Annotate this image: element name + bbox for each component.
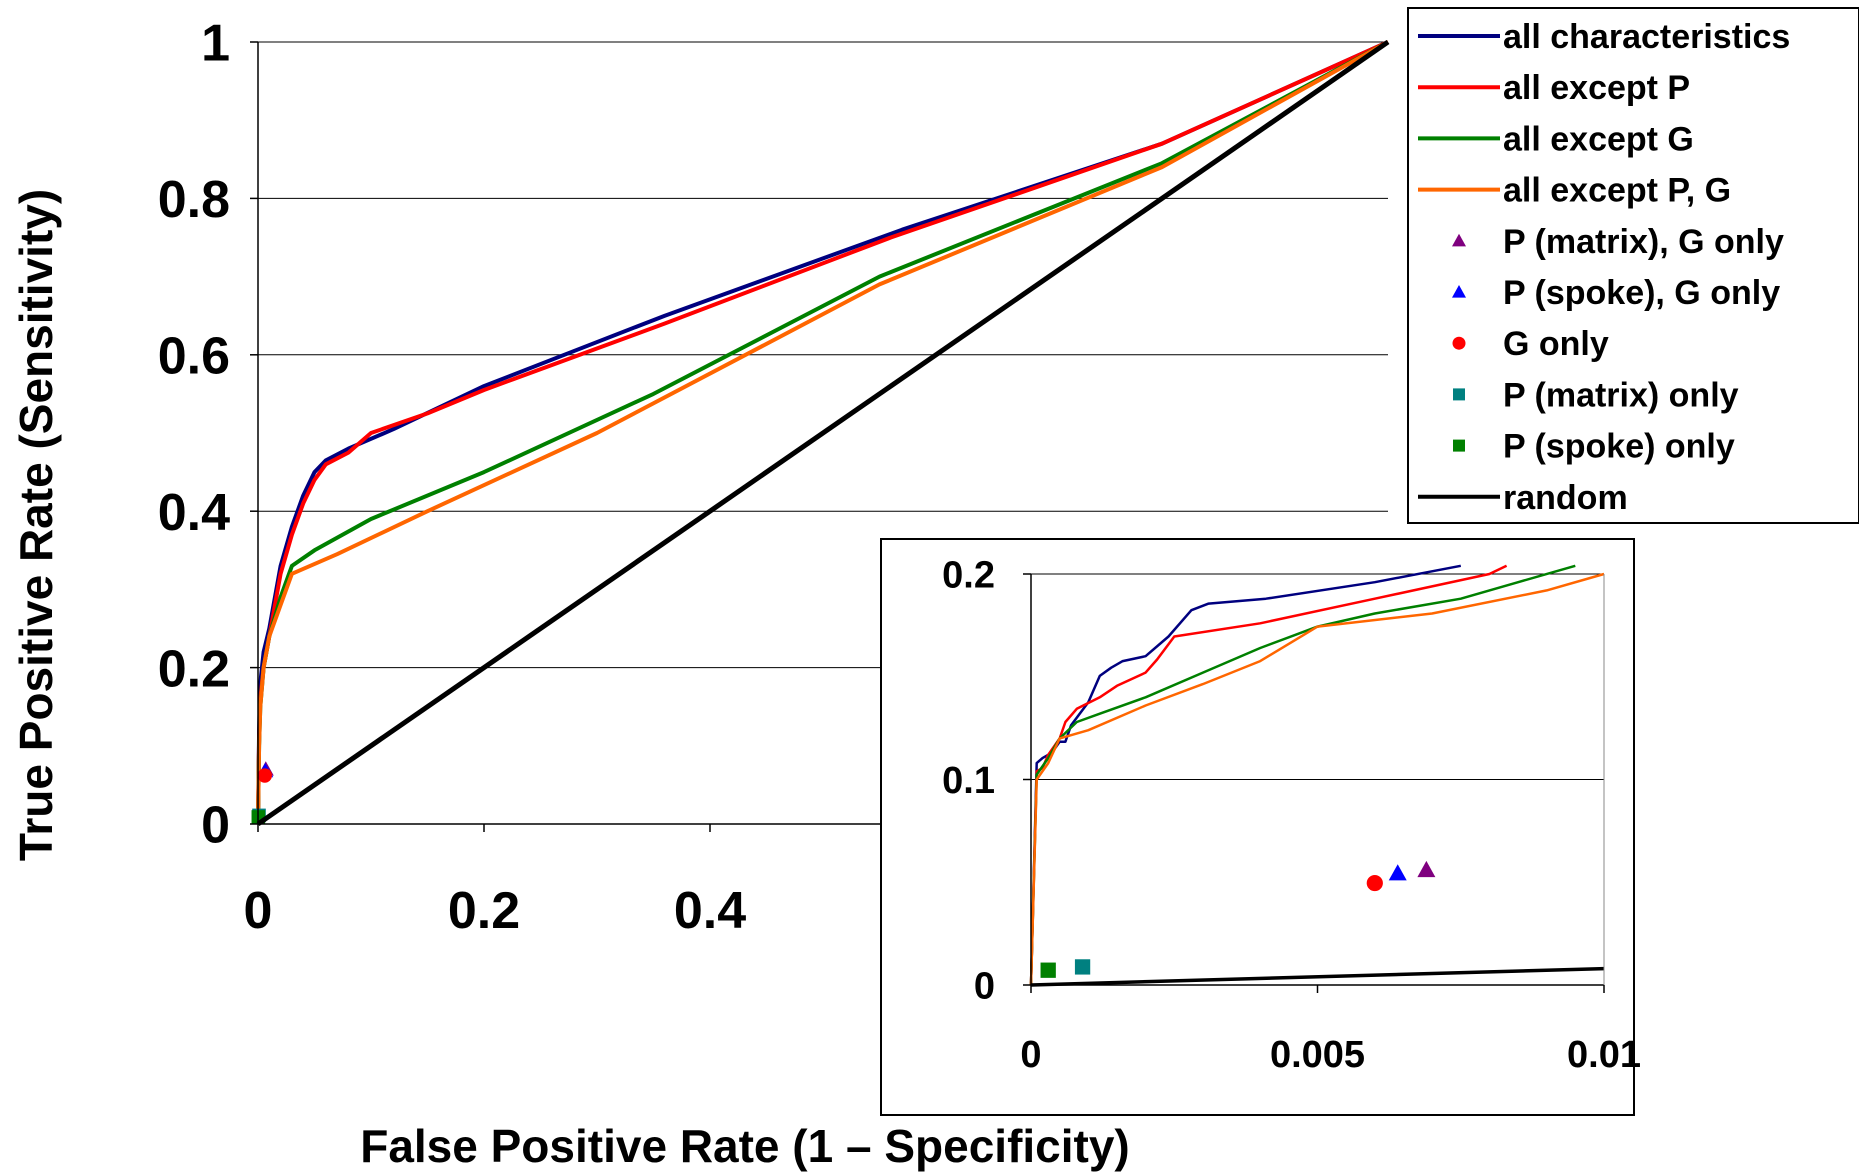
inset-series-p-spoke-only-marker-0	[1040, 962, 1056, 978]
legend-p-spoke-g-only-swatch	[1452, 285, 1466, 298]
main-x-tick-label-1: 0.2	[448, 882, 520, 940]
main-y-tick-label-3: 0.6	[158, 328, 230, 386]
inset-axes	[1023, 573, 1605, 993]
legend-random-label: random	[1503, 479, 1628, 517]
legend-p-spoke-g-only-label: P (spoke), G only	[1503, 274, 1780, 312]
x-axis-title: False Positive Rate (1 – Specificity)	[360, 1120, 1130, 1172]
inset-x-tick-label-1: 0.005	[1270, 1034, 1365, 1076]
main-x-tick-label-2: 0.4	[674, 882, 746, 940]
inset-series-all-except-g-line	[1029, 564, 1576, 986]
inset-frame	[880, 538, 1635, 1116]
legend: all characteristics all except P all excep…	[1407, 7, 1859, 524]
legend-all-characteristics-label: all characteristics	[1503, 18, 1790, 56]
inset-gridlines	[1031, 573, 1604, 780]
inset-series-random-line	[1030, 966, 1605, 987]
main-plot-series	[251, 39, 1390, 827]
inset-x-tick-label-2: 0.01	[1567, 1034, 1641, 1076]
main-series-all-characteristics-line	[256, 40, 1389, 825]
legend-all-except-p-label: all except P	[1503, 69, 1690, 107]
inset-plot-series	[1029, 564, 1605, 987]
main-y-tick-label-5: 1	[201, 15, 230, 73]
main-y-tick-label-1: 0.2	[158, 640, 230, 698]
legend-p-matrix-only-label: P (matrix) only	[1503, 376, 1739, 414]
inset-x-tick-label-0: 0	[1020, 1034, 1041, 1076]
inset-series-p-matrix-only-marker-0	[1074, 959, 1091, 975]
inset-y-tick-label-0: 0	[974, 966, 995, 1008]
main-y-tick-label-4: 0.8	[158, 171, 230, 229]
legend-p-matrix-only-swatch	[1453, 388, 1465, 401]
inset-series-all-except-p-g-line	[1029, 572, 1605, 986]
inset-series-p-spoke-g-only-marker-0	[1388, 864, 1407, 881]
legend-g-only-label: G only	[1503, 325, 1609, 363]
inset-y-tick-label-2: 0.2	[942, 555, 995, 597]
legend-p-spoke-only-label: P (spoke) only	[1503, 428, 1735, 466]
inset-tick-labels: 0 0.1 0.2 0 0.005 0.01	[942, 555, 1641, 1076]
main-x-tick-label-0: 0	[244, 882, 273, 940]
inset-y-tick-label-1: 0.1	[942, 760, 995, 802]
y-axis-title: True Positive Rate (Sensitivity)	[10, 189, 62, 861]
legend-p-matrix-g-only-label: P (matrix), G only	[1503, 223, 1784, 261]
legend-g-only-swatch	[1452, 336, 1466, 350]
legend-p-spoke-only-swatch	[1453, 439, 1465, 452]
main-series-random-line	[256, 39, 1390, 827]
legend-all-except-g-label: all except G	[1503, 120, 1694, 158]
main-y-tick-label-0: 0	[201, 797, 230, 855]
legend-p-matrix-g-only-swatch	[1452, 233, 1466, 247]
main-series-g-only-marker-0	[257, 768, 272, 783]
inset-zoom-panel: 0 0.1 0.2 0 0.005 0.01	[880, 538, 1641, 1116]
inset-series-p-matrix-g-only-marker-0	[1417, 860, 1436, 878]
legend-frame	[1407, 7, 1859, 524]
inset-series-g-only-marker-0	[1366, 874, 1383, 892]
main-y-tick-label-2: 0.4	[158, 484, 230, 542]
legend-all-except-p-g-label: all except P, G	[1503, 172, 1731, 210]
main-series-all-except-p-g-line	[256, 40, 1389, 825]
